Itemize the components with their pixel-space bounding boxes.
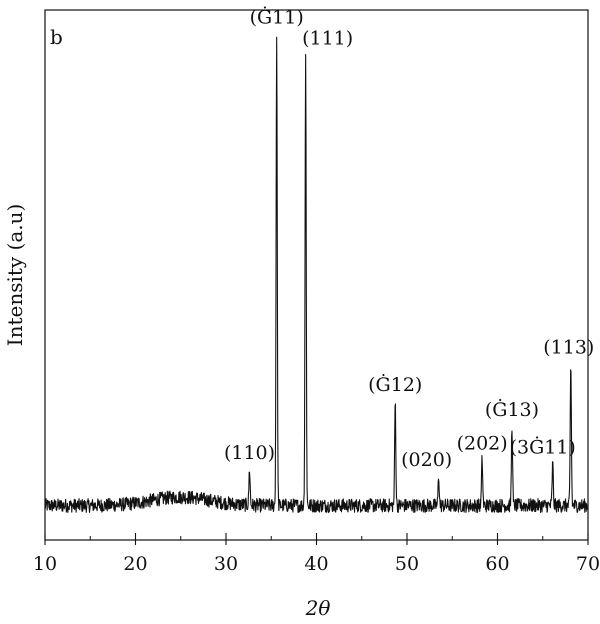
spectrum-line	[44, 36, 589, 513]
y-axis-label: Intensity (a.u)	[3, 204, 27, 347]
x-axis-label: 2θ	[305, 596, 331, 620]
peak-label: (202)	[457, 432, 508, 454]
x-tick-label: 20	[123, 553, 147, 575]
x-tick-label: 60	[485, 553, 509, 575]
x-axis-ticks: 10 20 30 40 50 60 70	[33, 533, 600, 575]
peak-label: (111)	[302, 28, 353, 50]
peak-label: (3Ġ11)	[510, 436, 576, 459]
x-tick-label: 70	[576, 553, 600, 575]
peak-labels: (110) (Ġ11)(111) (Ġ12) (020)(202) (Ġ13) (3Ġ11…	[224, 5, 594, 471]
x-tick-label: 40	[304, 553, 328, 575]
plot-frame	[44, 9, 589, 541]
peak-label: (Ġ12)	[368, 373, 422, 396]
panel-label: b	[50, 25, 63, 49]
x-tick-label: 30	[214, 553, 238, 575]
peak-label: (Ġ11)	[250, 5, 304, 28]
x-tick-label: 10	[33, 553, 57, 575]
peak-label: (113)	[543, 337, 594, 359]
x-tick-label: 50	[395, 553, 419, 575]
peak-label: (Ġ13)	[485, 398, 539, 421]
peak-label: (110)	[224, 442, 275, 464]
peak-label: (020)	[401, 449, 452, 471]
